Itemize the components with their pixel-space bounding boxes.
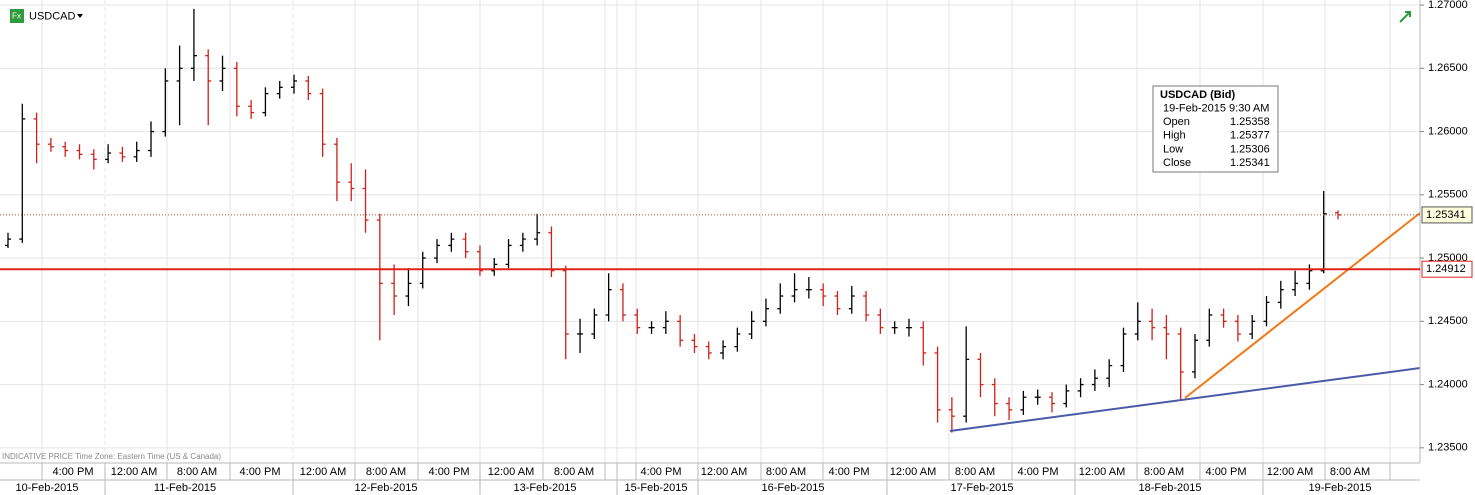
x-tick-label: 8:00 AM (1330, 466, 1370, 478)
x-tick-label: 12:00 AM (1267, 466, 1313, 478)
y-tick-label: 1.23500 (1428, 442, 1468, 454)
level-label-box (1421, 260, 1473, 278)
date-label: 18-Feb-2015 (1139, 482, 1202, 494)
trend-line (949, 367, 1421, 432)
tooltip-value: 1.25377 (1230, 130, 1270, 142)
date-label: 17-Feb-2015 (951, 482, 1014, 494)
x-tick-label: 12:00 AM (488, 466, 534, 478)
x-tick-label: 4:00 PM (1018, 466, 1059, 478)
tooltip-label: Low (1163, 143, 1183, 155)
tooltip-value: 1.25341 (1230, 157, 1270, 169)
x-tick-label: 4:00 PM (1206, 466, 1247, 478)
tooltip-time: 19-Feb-2015 9:30 AM (1163, 102, 1269, 114)
symbol-header[interactable]: Fx USDCAD (10, 9, 83, 23)
tooltip-label: Close (1163, 157, 1191, 169)
grid (0, 0, 1420, 463)
tooltip-label: Open (1163, 116, 1190, 128)
x-tick-label: 4:00 PM (829, 466, 870, 478)
level-label: 1.24912 (1426, 263, 1466, 275)
tooltip-box (1152, 85, 1279, 173)
x-tick-label: 4:00 PM (429, 466, 470, 478)
date-label: 13-Feb-2015 (514, 482, 577, 494)
fx-icon-text: Fx (12, 12, 21, 21)
tooltip-title: USDCAD (Bid) (1160, 89, 1235, 101)
x-tick-label: 8:00 AM (1144, 466, 1184, 478)
date-label: 12-Feb-2015 (355, 482, 418, 494)
y-tick-label: 1.26500 (1428, 62, 1468, 74)
x-tick-label: 12:00 AM (300, 466, 346, 478)
x-tick-label: 4:00 PM (53, 466, 94, 478)
y-tick-label: 1.25500 (1428, 189, 1468, 201)
x-tick-label: 12:00 AM (1079, 466, 1125, 478)
tooltip: USDCAD (Bid) 19-Feb-2015 9:30 AM (1152, 85, 1279, 173)
tooltip-value: 1.25306 (1230, 143, 1270, 155)
date-label: 15-Feb-2015 (625, 482, 688, 494)
date-label: 16-Feb-2015 (762, 482, 825, 494)
footer-note: INDICATIVE PRICE Time Zone: Eastern Time… (2, 452, 221, 461)
trend-line (1184, 212, 1421, 399)
last-price-box (1421, 206, 1473, 224)
tooltip-value: 1.25358 (1230, 116, 1270, 128)
trend-icon[interactable] (1399, 11, 1411, 23)
y-tick-label: 1.24500 (1428, 315, 1468, 327)
x-tick-label: 4:00 PM (240, 466, 281, 478)
x-tick-label: 8:00 AM (955, 466, 995, 478)
x-tick-label: 12:00 AM (111, 466, 157, 478)
x-tick-label: 12:00 AM (890, 466, 936, 478)
dropdown-arrow (77, 14, 83, 18)
x-tick-label: 8:00 AM (177, 466, 217, 478)
symbol: USDCAD (29, 10, 76, 22)
y-tick-label: 1.26000 (1428, 125, 1468, 137)
y-tick-label: 1.24000 (1428, 378, 1468, 390)
x-tick-label: 8:00 AM (554, 466, 594, 478)
last-price-label: 1.25341 (1426, 209, 1466, 221)
tooltip-label: High (1163, 130, 1186, 142)
x-tick-label: 4:00 PM (641, 466, 682, 478)
date-label: 10-Feb-2015 (16, 482, 79, 494)
x-tick-label: 8:00 AM (366, 466, 406, 478)
x-tick-label: 8:00 AM (766, 466, 806, 478)
fx-icon (10, 9, 24, 23)
y-tick-label: 1.27000 (1428, 0, 1468, 11)
x-tick-label: 12:00 AM (701, 466, 747, 478)
date-label: 19-Feb-2015 (1309, 482, 1372, 494)
date-label: 11-Feb-2015 (154, 482, 216, 494)
